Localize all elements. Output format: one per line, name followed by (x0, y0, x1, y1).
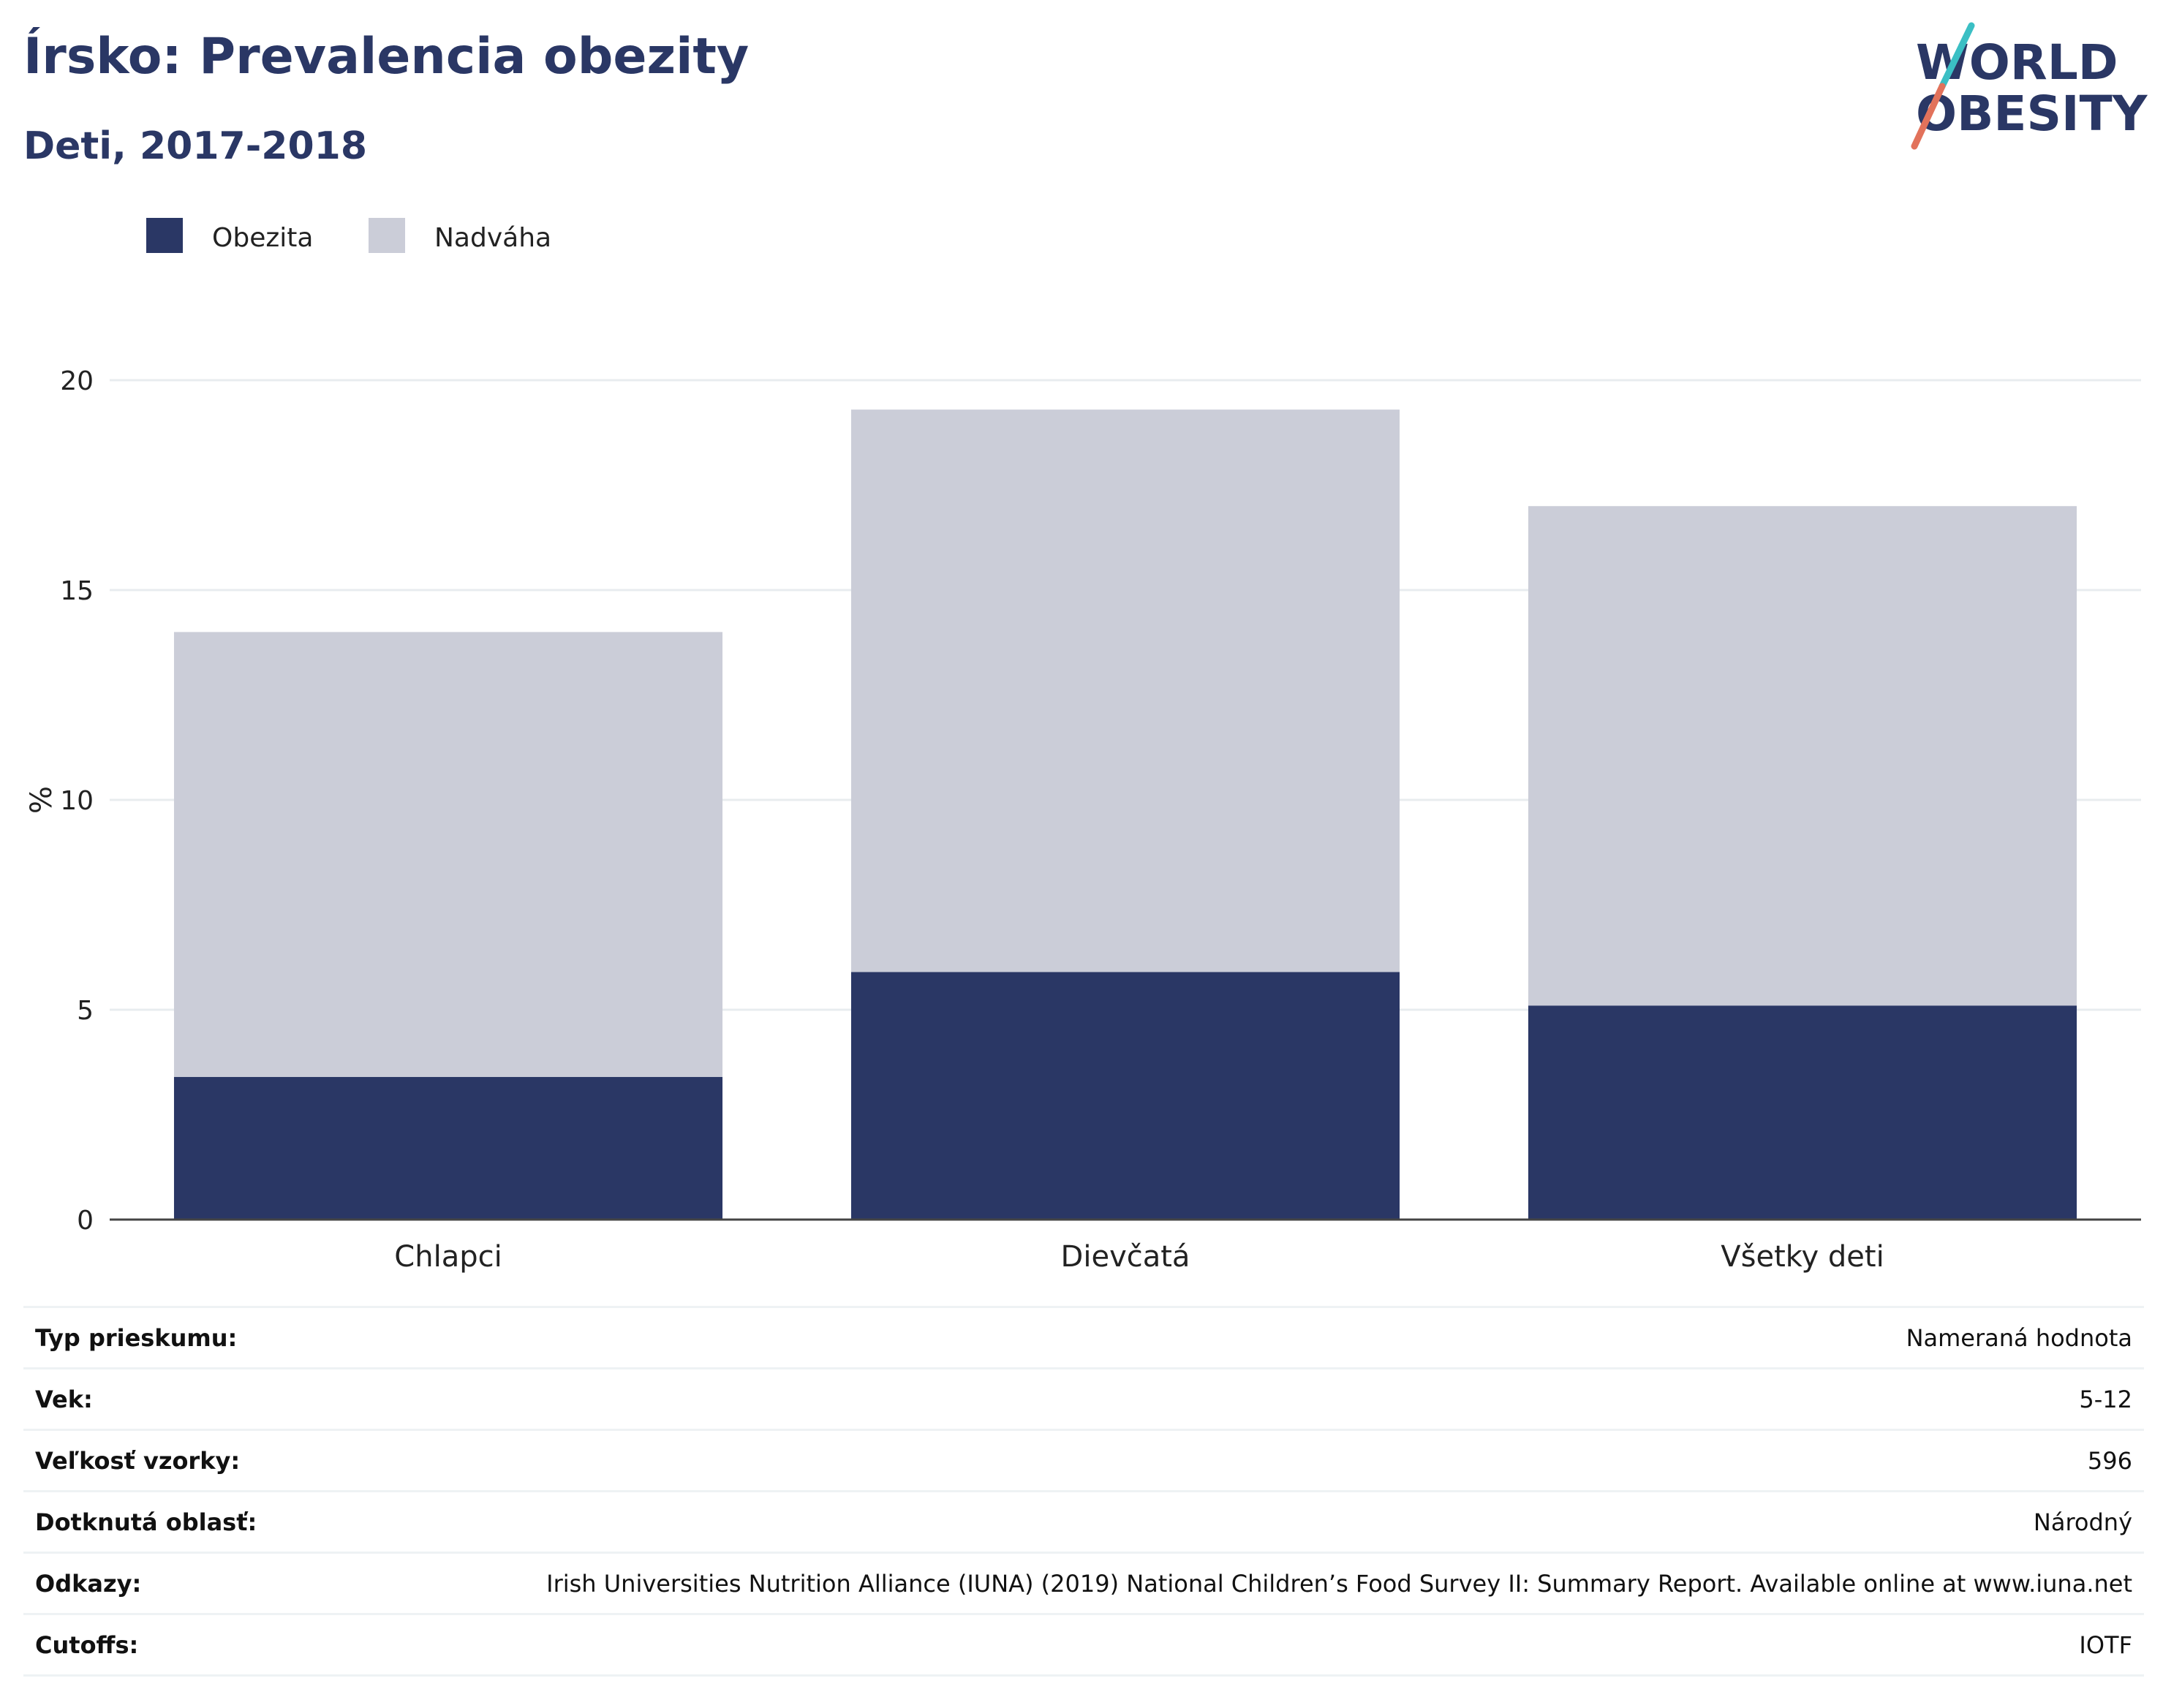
info-row: Veľkosť vzorky: 596 (23, 1429, 2144, 1492)
bar-nadváha-1 (173, 632, 723, 1077)
info-value: Irish Universities Nutrition Alliance (I… (303, 1552, 2144, 1614)
chart-title: Írsko: Prevalencia obezity (23, 28, 750, 86)
info-row: Odkazy: Irish Universities Nutrition Alli… (23, 1552, 2144, 1614)
bar-obezita-1 (173, 1076, 723, 1220)
x-tick-label: Dievčatá (1061, 1240, 1190, 1274)
bar-nadváha-3 (1528, 506, 2077, 1006)
survey-info-table: Typ prieskumu: Nameraná hodnota Vek: 5-12 Ve… (23, 1306, 2144, 1677)
info-label: Veľkosť vzorky: (23, 1429, 304, 1492)
y-tick-label: 10 (60, 786, 94, 816)
info-label: Typ prieskumu: (23, 1306, 304, 1369)
chart-subtitle: Deti, 2017-2018 (23, 124, 368, 168)
stacked-bar-chart: Obezita Nadváha 0 5 10 15 20% Chlapci Dievčatá V… (25, 218, 2141, 1274)
info-row: Vek: 5-12 (23, 1367, 2144, 1430)
info-row: Dotknutá oblasť: Národný (23, 1490, 2144, 1553)
x-tick-label: Všetky deti (1721, 1240, 1884, 1274)
y-tick-label: 5 (77, 996, 94, 1026)
legend-label: Nadváha (434, 223, 551, 253)
legend: Obezita Nadváha (146, 218, 551, 253)
x-tick-label: Chlapci (394, 1240, 502, 1274)
y-tick-label: 15 (60, 576, 94, 606)
y-tick-label: 20 (60, 366, 94, 396)
bar-obezita-2 (850, 972, 1400, 1220)
axes: 0 5 10 15 20% Chlapci Dievčatá Všetky deti (25, 366, 2141, 1274)
legend-swatch (369, 218, 405, 253)
info-value: 5-12 (303, 1367, 2144, 1430)
bars (173, 409, 2077, 1220)
info-label: Dotknutá oblasť: (23, 1490, 304, 1553)
info-row: Cutoffs: IOTF (23, 1613, 2144, 1677)
world-obesity-logo: WORLD OBESITY (1911, 22, 2148, 150)
info-value: 596 (303, 1429, 2144, 1492)
y-tick-label: 0 (77, 1206, 94, 1236)
svg-text:OBESITY: OBESITY (1916, 86, 2148, 142)
info-label: Odkazy: (23, 1552, 304, 1614)
bar-nadváha-2 (850, 409, 1400, 972)
info-label: Cutoffs: (23, 1613, 304, 1677)
info-label: Vek: (23, 1367, 304, 1430)
legend-label: Obezita (212, 223, 313, 253)
info-value: Nameraná hodnota (303, 1306, 2144, 1369)
y-axis-label: % (25, 786, 58, 814)
info-value: IOTF (303, 1613, 2144, 1677)
info-row: Typ prieskumu: Nameraná hodnota (23, 1306, 2144, 1369)
svg-text:WORLD: WORLD (1916, 34, 2118, 91)
bar-obezita-3 (1528, 1005, 2077, 1220)
legend-swatch (146, 218, 183, 253)
info-value: Národný (303, 1490, 2144, 1553)
